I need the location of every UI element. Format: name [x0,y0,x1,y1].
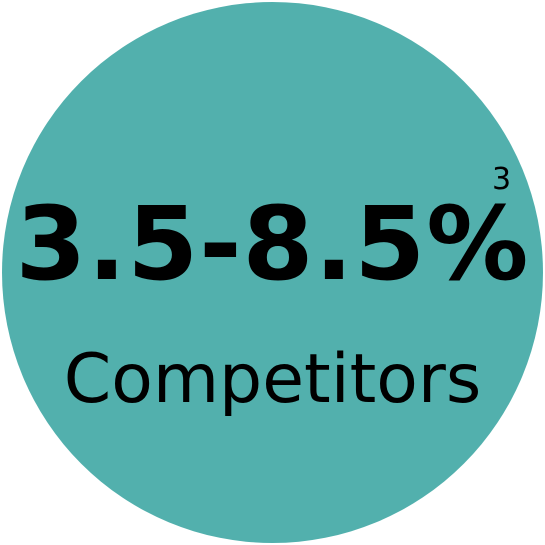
stat-value: 3.5-8.5% [15,185,530,304]
stat-label: Competitors [63,340,482,419]
footnote-marker: 3 [492,162,512,197]
